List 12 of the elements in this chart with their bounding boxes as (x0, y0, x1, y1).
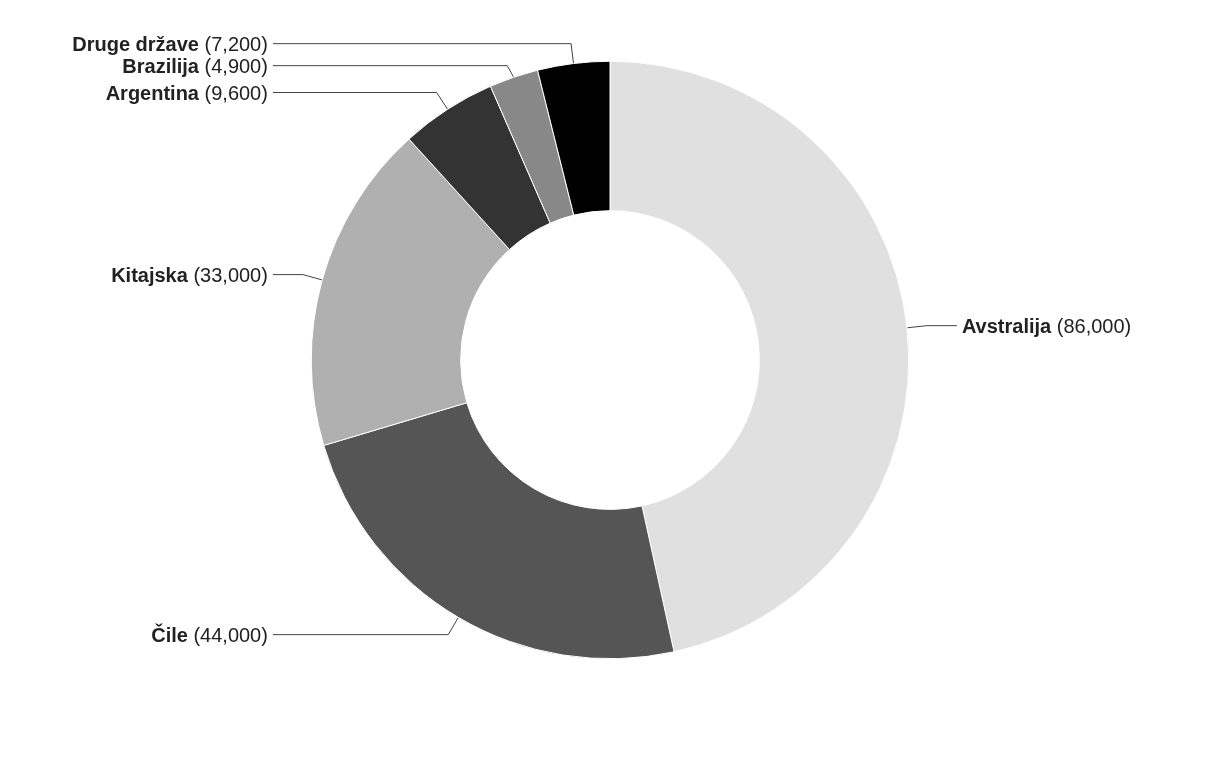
slice-label: Čile (151, 622, 188, 646)
slice-label: Avstralija (961, 314, 1053, 337)
slice-label: Druge države (72, 32, 199, 55)
slice-label: Brazilija (122, 54, 200, 77)
data-label: (86,000) (1051, 314, 1132, 337)
data-label: (7,200) (198, 32, 268, 55)
slice-label: Kitajska (111, 263, 189, 286)
data-label: (33,000) (187, 263, 268, 286)
data-label: (9,600) (198, 81, 268, 104)
data-label: (44,000) (187, 623, 268, 646)
data-label: (4,900) (198, 54, 268, 77)
slice-label: Argentina (105, 81, 200, 104)
